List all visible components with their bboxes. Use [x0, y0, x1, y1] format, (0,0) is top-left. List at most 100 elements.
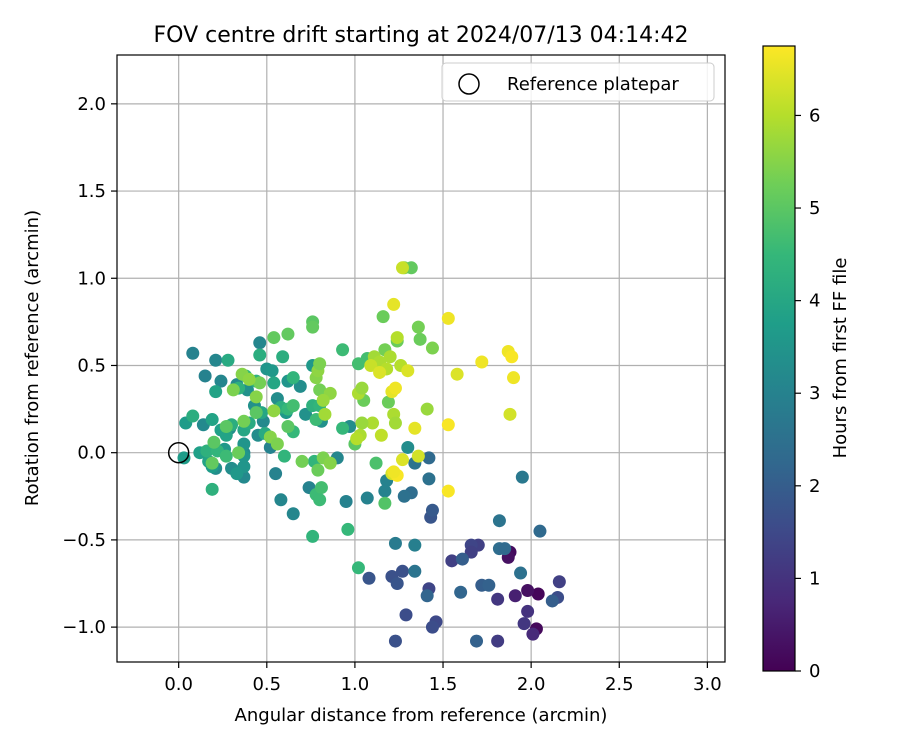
data-point [491, 592, 505, 606]
data-point [383, 350, 397, 364]
data-point [482, 578, 496, 592]
data-point [387, 297, 401, 311]
data-point [455, 552, 469, 566]
data-point [299, 407, 313, 421]
data-point [517, 617, 531, 631]
data-point [360, 491, 374, 505]
y-tick-label: −1.0 [62, 617, 106, 638]
data-point [313, 357, 327, 371]
data-point [388, 536, 402, 550]
data-point [533, 524, 547, 538]
data-point [408, 564, 422, 578]
data-point [397, 489, 411, 503]
colorbar-tick-label: 5 [809, 198, 820, 219]
y-tick-label: 0.5 [77, 355, 106, 376]
data-point [336, 421, 350, 435]
data-point [277, 449, 291, 463]
data-point [198, 369, 212, 383]
data-point [408, 421, 422, 435]
data-point [390, 577, 404, 591]
data-point [205, 482, 219, 496]
data-point [390, 331, 404, 345]
data-point [253, 336, 267, 350]
data-point [219, 420, 233, 434]
y-tick-label: −0.5 [62, 530, 106, 551]
colorbar-tick-label: 0 [809, 661, 820, 682]
y-tick-label: 2.0 [77, 94, 106, 115]
data-point [355, 416, 369, 430]
legend-entry-label: Reference platepar [507, 74, 679, 95]
data-point [281, 327, 295, 341]
data-point [186, 409, 200, 423]
data-point [276, 350, 290, 364]
data-point [362, 571, 376, 585]
data-points [177, 261, 566, 648]
x-tick-label: 2.0 [517, 674, 546, 695]
x-axis-label: Angular distance from reference (arcmin) [235, 705, 608, 726]
data-point [177, 451, 191, 465]
legend-reference-marker [458, 73, 480, 95]
data-point [454, 585, 468, 599]
data-point [270, 437, 284, 451]
x-tick-label: 1.0 [341, 674, 370, 695]
data-point [388, 634, 402, 648]
colorbar-fill [762, 45, 796, 672]
data-point [214, 374, 228, 388]
data-point [295, 454, 309, 468]
data-point [399, 608, 413, 622]
data-point [366, 416, 380, 430]
y-axis-label: Rotation from reference (arcmin) [22, 210, 43, 506]
data-point [200, 444, 214, 458]
data-point [425, 620, 439, 634]
chart-title: FOV centre drift starting at 2024/07/13 … [154, 23, 689, 48]
colorbar-ticks: 0 1 2 3 4 5 6 [795, 105, 820, 682]
data-point [306, 529, 320, 543]
data-point [274, 493, 288, 507]
legend-box [441, 62, 715, 102]
data-point [422, 451, 436, 465]
data-point [531, 587, 545, 601]
data-point [253, 376, 267, 390]
data-point [376, 310, 390, 324]
data-point [281, 420, 295, 434]
plot-frame [116, 54, 726, 663]
data-point [450, 367, 464, 381]
legend: Reference platepar [441, 62, 715, 102]
colorbar-tick-label: 2 [809, 476, 820, 497]
data-point [355, 381, 369, 395]
data-point [207, 435, 221, 449]
data-point [316, 393, 330, 407]
y-axis-ticks: −1.0 −0.5 0.0 0.5 1.0 1.5 2.0 [62, 94, 117, 638]
colorbar-tick-label: 3 [809, 383, 820, 404]
data-point [311, 463, 325, 477]
data-point [395, 261, 409, 275]
data-point [230, 467, 244, 481]
data-point [369, 456, 383, 470]
data-point [515, 470, 529, 484]
data-point [475, 355, 489, 369]
data-point [209, 385, 223, 399]
data-point [186, 346, 200, 360]
colorbar-tick-label: 4 [809, 291, 820, 312]
data-point [470, 634, 484, 648]
data-point [313, 493, 327, 507]
data-point [339, 495, 353, 509]
y-tick-label: 1.0 [77, 268, 106, 289]
data-point [521, 604, 535, 618]
data-point [378, 496, 392, 510]
y-tick-label: 0.0 [77, 443, 106, 464]
data-point [221, 353, 235, 367]
colorbar: 0 1 2 3 4 5 6 [762, 45, 820, 682]
data-point [237, 414, 251, 428]
data-point [336, 343, 350, 357]
data-point [425, 503, 439, 517]
colorbar-tick-label: 6 [809, 105, 820, 126]
data-point [373, 365, 387, 379]
data-point [267, 376, 281, 390]
data-point [387, 465, 401, 479]
data-point [552, 575, 566, 589]
data-point [395, 564, 409, 578]
data-point [314, 481, 328, 495]
data-point [381, 395, 395, 409]
